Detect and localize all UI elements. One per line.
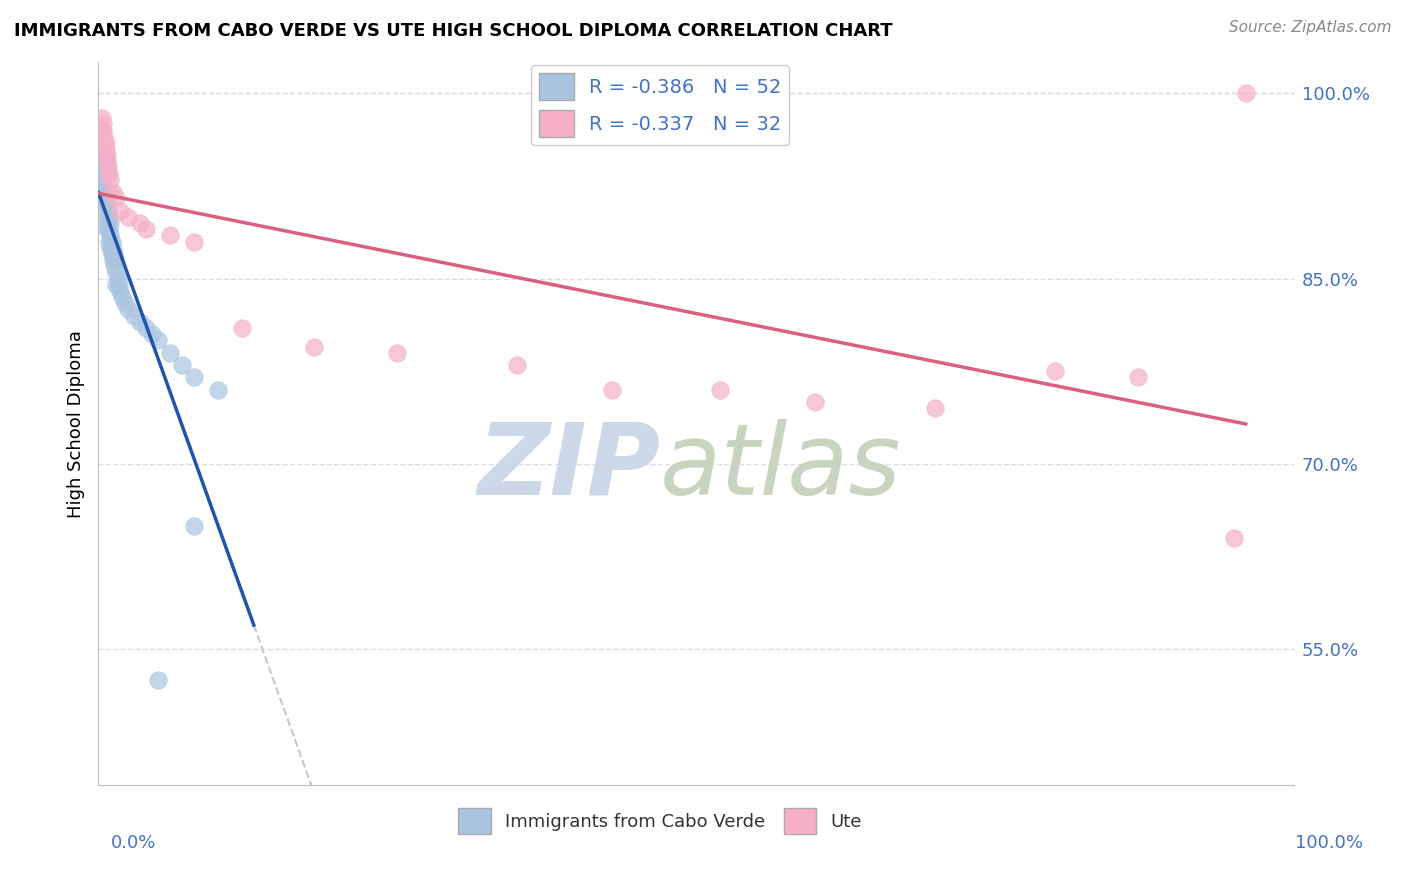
Point: [804, 395, 827, 409]
Point: [100, 235, 122, 249]
Point: [96, 167, 118, 181]
Point: [135, 321, 157, 335]
Point: [141, 327, 163, 342]
Text: 100.0%: 100.0%: [1295, 834, 1362, 852]
Point: [105, 277, 128, 292]
Point: [93, 129, 115, 144]
Point: [103, 247, 125, 261]
Point: [94, 154, 117, 169]
Point: [101, 253, 124, 268]
Point: [107, 277, 129, 292]
Point: [96, 148, 118, 162]
Point: [506, 358, 529, 372]
Point: [94, 142, 117, 156]
Point: [159, 345, 181, 359]
Point: [89, 136, 111, 150]
Point: [107, 271, 129, 285]
Point: [91, 178, 114, 193]
Point: [183, 235, 205, 249]
Point: [1128, 370, 1150, 384]
Point: [94, 136, 117, 150]
Point: [159, 228, 181, 243]
Point: [385, 345, 409, 359]
Point: [91, 111, 114, 125]
Point: [129, 315, 152, 329]
Point: [1234, 87, 1257, 101]
Point: [117, 302, 139, 317]
Point: [98, 241, 122, 255]
Point: [97, 161, 120, 175]
Point: [98, 222, 121, 236]
Text: Source: ZipAtlas.com: Source: ZipAtlas.com: [1229, 20, 1392, 35]
Point: [94, 161, 117, 175]
Text: IMMIGRANTS FROM CABO VERDE VS UTE HIGH SCHOOL DIPLOMA CORRELATION CHART: IMMIGRANTS FROM CABO VERDE VS UTE HIGH S…: [14, 22, 893, 40]
Point: [108, 203, 131, 218]
Text: ZIP: ZIP: [477, 418, 661, 516]
Point: [90, 123, 112, 137]
Point: [114, 296, 136, 310]
Point: [105, 191, 128, 205]
Point: [135, 222, 157, 236]
Point: [91, 123, 114, 137]
Point: [183, 370, 205, 384]
Point: [91, 117, 114, 131]
Legend: Immigrants from Cabo Verde, Ute: Immigrants from Cabo Verde, Ute: [451, 801, 869, 841]
Point: [924, 401, 946, 416]
Point: [108, 284, 131, 298]
Point: [231, 321, 253, 335]
Point: [91, 173, 114, 187]
Point: [98, 210, 121, 224]
Point: [105, 265, 128, 279]
Point: [98, 167, 121, 181]
Point: [1043, 364, 1066, 378]
Point: [100, 247, 122, 261]
Point: [104, 253, 127, 268]
Point: [111, 290, 134, 304]
Point: [98, 228, 122, 243]
Point: [96, 197, 118, 211]
Point: [98, 216, 122, 230]
Point: [172, 358, 194, 372]
Point: [183, 518, 205, 533]
Point: [93, 136, 115, 150]
Point: [124, 309, 146, 323]
Y-axis label: High School Diploma: High School Diploma: [66, 330, 84, 517]
Point: [93, 185, 115, 199]
Point: [90, 161, 112, 175]
Point: [302, 339, 325, 353]
Point: [93, 148, 115, 162]
Point: [1223, 531, 1246, 545]
Text: atlas: atlas: [661, 418, 901, 516]
Point: [96, 210, 118, 224]
Point: [91, 136, 114, 150]
Point: [96, 154, 118, 169]
Point: [148, 673, 170, 687]
Text: 0.0%: 0.0%: [111, 834, 156, 852]
Point: [129, 216, 152, 230]
Point: [91, 142, 114, 156]
Point: [602, 383, 624, 397]
Point: [98, 173, 122, 187]
Point: [148, 334, 170, 348]
Point: [709, 383, 731, 397]
Point: [96, 222, 118, 236]
Point: [97, 185, 120, 199]
Point: [101, 185, 124, 199]
Point: [103, 259, 125, 273]
Point: [117, 210, 139, 224]
Point: [207, 383, 229, 397]
Point: [93, 191, 115, 205]
Point: [97, 216, 120, 230]
Point: [94, 197, 117, 211]
Point: [101, 241, 124, 255]
Point: [97, 203, 120, 218]
Point: [98, 235, 121, 249]
